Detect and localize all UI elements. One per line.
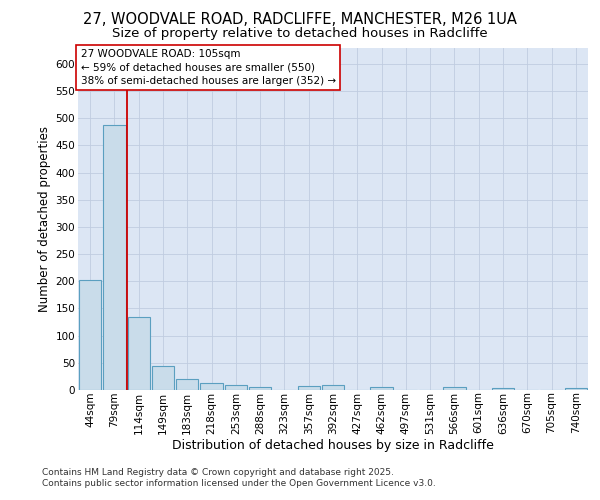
Bar (492, 388, 514, 390)
Text: Size of property relative to detached houses in Radcliffe: Size of property relative to detached ho… (112, 28, 488, 40)
Bar (176, 379, 199, 390)
Bar (298, 386, 320, 390)
Bar (79, 280, 101, 390)
Bar (443, 388, 466, 390)
Bar (249, 388, 271, 390)
Text: 27, WOODVALE ROAD, RADCLIFFE, MANCHESTER, M26 1UA: 27, WOODVALE ROAD, RADCLIFFE, MANCHESTER… (83, 12, 517, 28)
Bar (224, 384, 247, 390)
Bar (152, 366, 174, 390)
Bar (128, 317, 150, 390)
Bar (370, 388, 393, 390)
Bar (200, 383, 223, 390)
Text: Contains HM Land Registry data © Crown copyright and database right 2025.
Contai: Contains HM Land Registry data © Crown c… (42, 468, 436, 487)
Text: 27 WOODVALE ROAD: 105sqm
← 59% of detached houses are smaller (550)
38% of semi-: 27 WOODVALE ROAD: 105sqm ← 59% of detach… (80, 49, 335, 86)
X-axis label: Distribution of detached houses by size in Radcliffe: Distribution of detached houses by size … (172, 439, 494, 452)
Bar (322, 384, 344, 390)
Bar (565, 388, 587, 390)
Bar (103, 125, 125, 390)
Y-axis label: Number of detached properties: Number of detached properties (38, 126, 52, 312)
